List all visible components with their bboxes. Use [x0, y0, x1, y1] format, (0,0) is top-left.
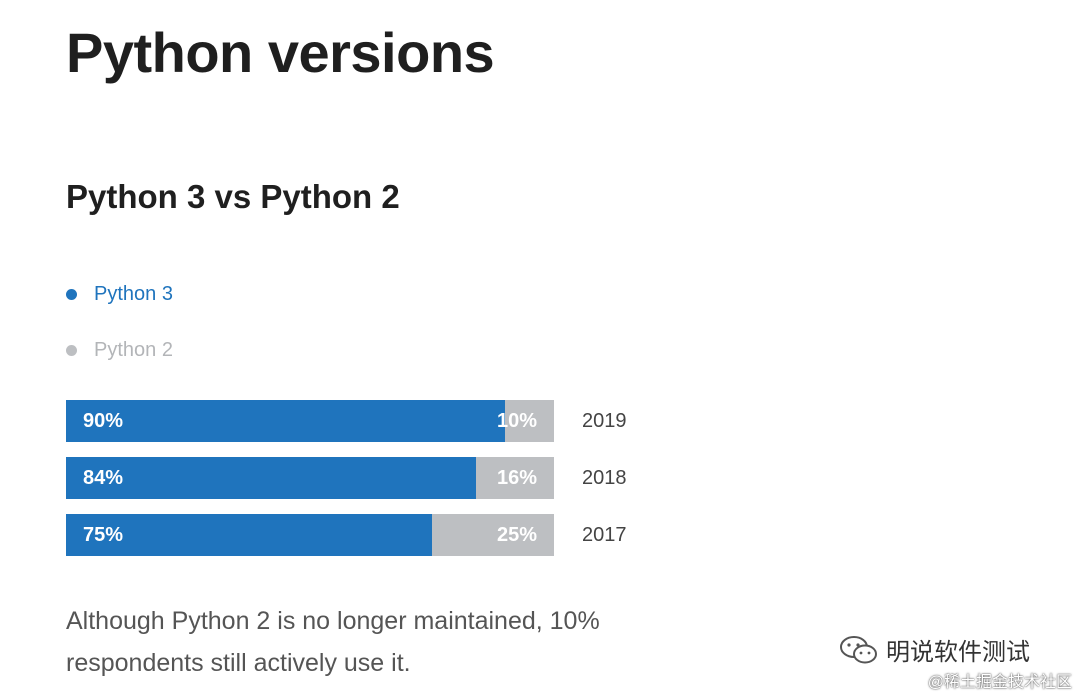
legend-dot-python2	[66, 344, 77, 356]
wechat-icon	[840, 635, 877, 663]
category-label-2019: 2019	[582, 410, 627, 432]
data-label-python3-2019: 90%	[83, 410, 124, 432]
stacked-bar-chart: 90% 10% 2019 84% 16% 2018 75% 25% 2017	[66, 400, 666, 560]
summary-note: Although Python 2 is no longer maintaine…	[66, 607, 600, 677]
chart-legend: Python 3 Python 2	[66, 280, 173, 392]
watermark: 明说软件测试	[838, 632, 1030, 667]
bar-python3-2017	[66, 514, 432, 556]
watermark-text: 明说软件测试	[886, 639, 1030, 666]
legend-dot-python3	[66, 288, 77, 300]
bar-python2-2017	[432, 514, 554, 556]
data-label-python3-2017: 75%	[83, 524, 124, 546]
bar-row-2018: 84% 16% 2018	[66, 457, 666, 499]
corner-watermark: @稀土掘金技术社区	[927, 674, 1072, 691]
legend-item-python3[interactable]: Python 3	[66, 280, 173, 308]
bar-python3-2019	[66, 400, 506, 442]
data-label-python3-2018: 84%	[83, 467, 124, 489]
chart-title: Python 3 vs Python 2	[66, 178, 400, 215]
bar-row-2019: 90% 10% 2019	[66, 400, 666, 442]
bar-row-2017: 75% 25% 2017	[66, 514, 666, 556]
bar-python2-2019	[505, 400, 554, 442]
legend-item-python2[interactable]: Python 2	[66, 336, 173, 364]
bar-python3-2018	[66, 457, 476, 499]
data-label-python2-2019: 10%	[496, 410, 537, 432]
page-title: Python versions	[66, 21, 495, 84]
data-label-python2-2018: 16%	[496, 467, 537, 489]
data-label-python2-2017: 25%	[496, 524, 537, 546]
bar-track: 90% 10%	[66, 400, 554, 442]
legend-label-python3: Python 3	[94, 282, 173, 305]
bar-python2-2018	[475, 457, 554, 499]
category-label-2018: 2018	[582, 467, 627, 489]
bar-track: 75% 25%	[66, 514, 554, 556]
bar-track: 84% 16%	[66, 457, 554, 499]
legend-label-python2: Python 2	[94, 338, 173, 361]
category-label-2017: 2017	[582, 524, 627, 546]
